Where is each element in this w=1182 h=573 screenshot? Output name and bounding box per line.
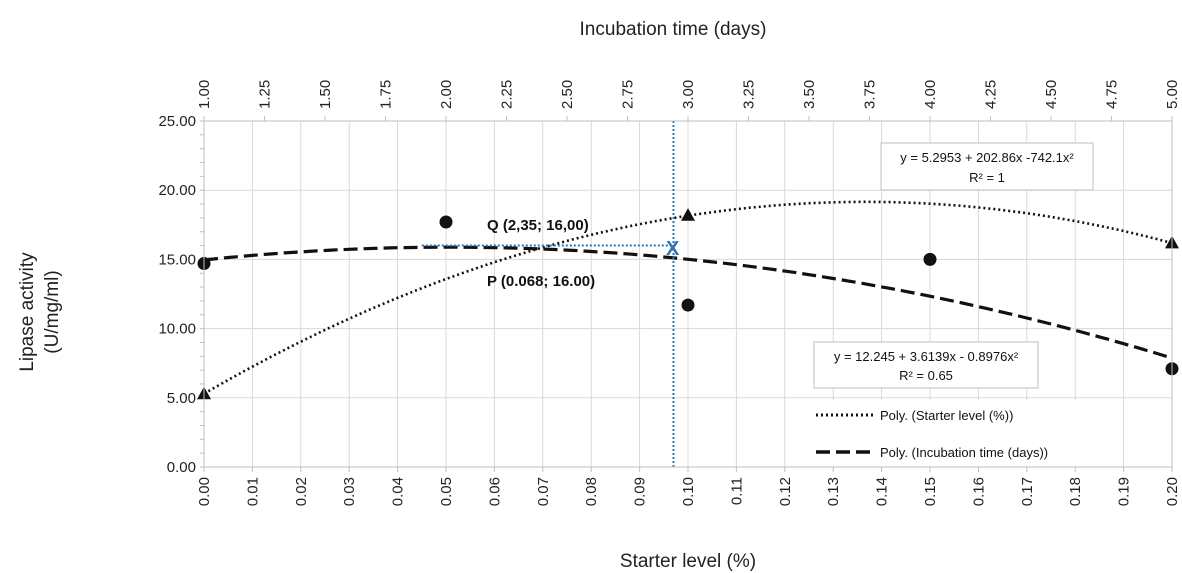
optimum-guides bbox=[421, 121, 675, 467]
x-top-tick-label: 2.50 bbox=[559, 80, 576, 109]
data-point-circle bbox=[681, 298, 695, 312]
trendline-incubation bbox=[203, 245, 1173, 360]
x-top-tick-label: 3.75 bbox=[862, 80, 879, 109]
x-bottom-tick-label: 0.13 bbox=[825, 477, 842, 506]
y-axis: 0.00 5.00 10.00 15.00 20.00 25.00 bbox=[158, 113, 204, 476]
x-axis-bottom-title: Starter level (%) bbox=[620, 551, 756, 572]
x-bottom-tick-label: 0.12 bbox=[777, 477, 794, 506]
x-top-tick-label: 4.25 bbox=[983, 80, 1000, 109]
x-bottom-tick-label: 0.06 bbox=[486, 477, 503, 506]
x-top-tick-label: 1.75 bbox=[378, 80, 395, 109]
x-bottom-tick-label: 0.07 bbox=[535, 477, 552, 506]
x-top-tick-label: 1.25 bbox=[257, 80, 274, 109]
x-top-tick-label: 3.50 bbox=[801, 80, 818, 109]
x-axis-bottom: 0.00 0.01 0.02 0.03 0.04 0.05 0.06 0.07 0.08 0.09… bbox=[196, 467, 1181, 506]
x-top-tick-label: 2.75 bbox=[620, 80, 637, 109]
x-top-tick-label: 5.00 bbox=[1164, 80, 1181, 109]
y-axis-title-line1: Lipase activity bbox=[17, 252, 38, 372]
x-axis-top: 1.00 1.25 1.50 1.75 2.00 2.25 2.50 2.75 3.00 3.25… bbox=[196, 80, 1181, 121]
y-tick-label: 5.00 bbox=[167, 390, 196, 407]
x-top-tick-label: 3.25 bbox=[741, 80, 758, 109]
y-tick-label: 15.00 bbox=[158, 251, 196, 268]
annotation-q: Q (2,35; 16,00) bbox=[487, 217, 589, 234]
x-bottom-tick-label: 0.05 bbox=[438, 477, 455, 506]
trendline-starter bbox=[203, 200, 1173, 395]
legend-label-starter: Poly. (Starter level (%)) bbox=[880, 408, 1013, 423]
plot-frame bbox=[203, 120, 1173, 468]
y-tick-label: 20.00 bbox=[158, 182, 196, 199]
x-bottom-tick-label: 0.04 bbox=[390, 477, 407, 506]
x-bottom-tick-label: 0.03 bbox=[341, 477, 358, 506]
x-top-tick-label: 1.00 bbox=[196, 80, 213, 109]
annotation-x: X bbox=[666, 238, 680, 260]
x-top-tick-label: 2.00 bbox=[438, 80, 455, 109]
x-bottom-tick-label: 0.20 bbox=[1164, 477, 1181, 506]
x-bottom-tick-label: 0.10 bbox=[680, 477, 697, 506]
x-top-tick-label: 4.75 bbox=[1104, 80, 1121, 109]
x-top-tick-label: 4.50 bbox=[1043, 80, 1060, 109]
y-tick-label: 25.00 bbox=[158, 113, 196, 130]
data-point-triangle bbox=[681, 208, 695, 221]
x-bottom-tick-label: 0.14 bbox=[874, 477, 891, 506]
x-bottom-tick-label: 0.15 bbox=[922, 477, 939, 506]
x-bottom-tick-label: 0.02 bbox=[293, 477, 310, 506]
x-top-tick-label: 2.25 bbox=[499, 80, 516, 109]
x-bottom-tick-label: 0.00 bbox=[196, 477, 213, 506]
legend-label-incubation: Poly. (Incubation time (days)) bbox=[880, 445, 1048, 460]
r2-starter: R² = 1 bbox=[969, 170, 1005, 185]
trendlines bbox=[203, 200, 1173, 395]
x-bottom-tick-label: 0.08 bbox=[583, 477, 600, 506]
x-axis-top-title: Incubation time (days) bbox=[580, 19, 767, 40]
x-bottom-tick-label: 0.16 bbox=[970, 477, 987, 506]
equation-box-incubation: y = 12.245 + 3.6139x - 0.8976x² R² = 0.6… bbox=[813, 341, 1039, 389]
x-bottom-tick-label: 0.11 bbox=[728, 477, 745, 505]
r2-incubation: R² = 0.65 bbox=[899, 368, 953, 383]
x-top-tick-label: 3.00 bbox=[680, 80, 697, 109]
x-top-tick-label: 4.00 bbox=[922, 80, 939, 109]
x-bottom-tick-label: 0.17 bbox=[1019, 477, 1036, 506]
data-points bbox=[197, 208, 1179, 400]
x-bottom-tick-label: 0.19 bbox=[1116, 477, 1133, 506]
y-axis-title-line2: (U/mg/ml) bbox=[42, 270, 63, 353]
x-top-tick-label: 1.50 bbox=[317, 80, 334, 109]
equation-box-starter: y = 5.2953 + 202.86x -742.1x² R² = 1 bbox=[880, 142, 1094, 191]
annotation-p: P (0.068; 16.00) bbox=[487, 273, 595, 290]
data-point-circle bbox=[439, 215, 453, 229]
y-tick-label: 0.00 bbox=[167, 459, 196, 476]
x-bottom-tick-label: 0.01 bbox=[244, 477, 261, 506]
x-bottom-tick-label: 0.09 bbox=[632, 477, 649, 506]
legend: Poly. (Starter level (%)) Poly. (Incubat… bbox=[806, 400, 1119, 467]
x-bottom-tick-label: 0.18 bbox=[1067, 477, 1084, 506]
data-point-circle bbox=[923, 252, 937, 266]
equation-starter: y = 5.2953 + 202.86x -742.1x² bbox=[900, 150, 1074, 165]
y-tick-label: 10.00 bbox=[158, 321, 196, 338]
equation-incubation: y = 12.245 + 3.6139x - 0.8976x² bbox=[834, 349, 1019, 364]
